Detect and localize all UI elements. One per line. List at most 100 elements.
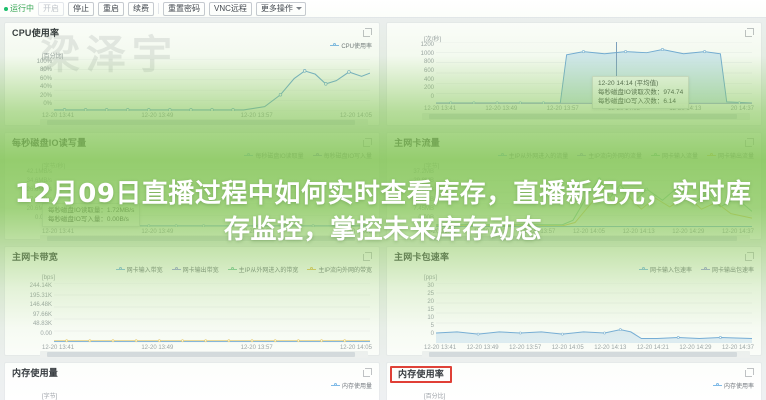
chart-row-4: 内存使用量 内存使用量 [字节] 1.7GB 1.3GB (4, 362, 762, 400)
restart-button[interactable]: 重启 (98, 1, 124, 16)
card-header: CPU使用率 (12, 28, 372, 40)
legend-item[interactable]: 每秒磁盘IO读取量 (244, 151, 304, 160)
chart-legend: 网卡输入包速率 网卡输出包速率 (394, 265, 754, 274)
chart-scrollbar[interactable] (40, 351, 368, 358)
legend-item[interactable]: 网卡输出带宽 (171, 265, 219, 274)
expand-icon[interactable] (363, 252, 372, 261)
chart-plot-area: [次/秒] 1200 1000 800 600 400 200 0 (394, 34, 754, 120)
legend-label: 内存使用量 (341, 384, 372, 390)
expand-icon[interactable] (745, 252, 754, 261)
y-tick: 100% (36, 59, 52, 65)
stop-button[interactable]: 停止 (68, 1, 94, 16)
chart-plot-area: [字节] 37.2MB 29.8MB 22.3MB 14.9MB 7.45MB … (394, 161, 754, 242)
y-axis-unit: [百分比] (424, 394, 446, 400)
tooltip-row: 每秒磁盘IO读取量：1.72MB/s (48, 207, 135, 214)
chart-scrollbar[interactable] (422, 113, 750, 120)
legend-marker-icon (706, 153, 716, 158)
y-tick: 37.2MB (413, 169, 434, 175)
legend-label: 主IP流向外网的带宽 (318, 268, 372, 274)
legend-marker-icon (577, 153, 587, 158)
card-header: 主网卡包速率 (394, 252, 754, 264)
card-header: 内存使用量 (12, 368, 372, 380)
chart-row-1: CPU使用率 CPU使用率 [百分比] 100% 80% 60% 40% (4, 22, 762, 126)
tooltip-time: 12-20 14:14 (平均值) (598, 80, 659, 87)
expand-icon[interactable] (745, 138, 754, 147)
y-axis-unit: [pps] (424, 275, 438, 281)
legend-marker-icon (330, 43, 340, 48)
renew-button[interactable]: 续费 (128, 1, 154, 16)
legend-item[interactable]: 主IP流向外网的带宽 (307, 265, 372, 274)
legend-item[interactable]: CPU使用率 (330, 41, 372, 50)
y-tick: 195.31K (29, 292, 52, 299)
legend-item[interactable]: 主IP流向外网的流量 (577, 151, 642, 160)
legend-label: 网卡输出包速率 (711, 268, 754, 274)
y-tick: 40% (39, 84, 52, 91)
legend-label: 内存使用率 (723, 384, 754, 390)
status-dot-icon (4, 6, 8, 11)
chart-scrollbar[interactable] (40, 119, 368, 126)
chart-plot-area: [百分比] 100% 80% 60% 40% 20% 0% (12, 51, 372, 126)
legend-item[interactable]: 网卡输出包速率 (700, 265, 754, 274)
card-title: 主网卡包速率 (394, 252, 450, 262)
chart-plot-area: [百分比] 100% 80% (394, 391, 754, 400)
y-axis-ticks: 100% 80% 60% 40% 20% 0% (12, 59, 52, 107)
legend-item[interactable]: 每秒磁盘IO写入量 (312, 151, 372, 160)
card-disk-io-throughput: 每秒磁盘IO读写量 每秒磁盘IO读取量 每秒磁盘IO写入量 [字节/秒] (4, 132, 380, 242)
chart-scrollbar[interactable] (40, 235, 368, 242)
card-header: 主网卡流量 (394, 138, 754, 150)
legend-marker-icon (650, 153, 660, 158)
more-actions-button[interactable]: 更多操作 (255, 1, 306, 16)
y-tick: 48.83K (32, 321, 52, 328)
expand-icon[interactable] (745, 368, 754, 377)
y-tick: 26.6MB/s (26, 187, 52, 194)
chart-legend: 主IP从外网进入的流量 主IP流向外网的流量 网卡输入流量 网卡输出流量 (394, 151, 754, 160)
expand-icon[interactable] (363, 28, 372, 37)
legend-item[interactable]: 网卡输入带宽 (115, 265, 163, 274)
legend-label: 每秒磁盘IO写入量 (323, 154, 372, 160)
y-tick: 60% (39, 75, 52, 82)
packet-rate-svg (435, 282, 753, 344)
chart-scrollbar[interactable] (422, 351, 750, 358)
legend-marker-icon (638, 267, 648, 272)
chart-scrollbar[interactable] (422, 235, 750, 242)
legend-marker-icon (244, 153, 254, 158)
vnc-remote-button[interactable]: VNC远程 (209, 1, 252, 16)
legend-item[interactable]: 网卡输出流量 (706, 151, 754, 160)
chart-canvas (436, 168, 753, 228)
chart-plot-area: [字节] 1.7GB 1.3GB (12, 391, 372, 400)
card-title: 内存使用量 (12, 368, 59, 378)
y-axis-unit: [bps] (42, 275, 56, 281)
legend-item[interactable]: 网卡输入包速率 (638, 265, 692, 274)
legend-marker-icon (712, 383, 722, 388)
y-tick: 0 (430, 331, 434, 337)
chart-plot-area: [bps] 244.14K 195.31K 146.48K 97.66K 48.… (12, 275, 372, 358)
legend-marker-icon (700, 267, 710, 272)
y-tick: 800 (423, 59, 434, 66)
chart-plot-area: [pps] 30 25 20 15 10 5 0 (394, 275, 754, 358)
legend-marker-icon (497, 153, 507, 158)
card-title: 主网卡流量 (394, 138, 441, 148)
legend-label: 主IP从外网进入的带宽 (238, 268, 299, 274)
more-actions-label: 更多操作 (260, 3, 293, 13)
legend-item[interactable]: 内存使用量 (330, 381, 372, 390)
legend-label: 主IP流向外网的流量 (588, 154, 642, 160)
legend-item[interactable]: 网卡输入流量 (650, 151, 698, 160)
legend-item[interactable]: 主IP从外网进入的流量 (497, 151, 568, 160)
y-tick: 14.9MB (413, 196, 434, 203)
expand-icon[interactable] (363, 368, 372, 377)
y-tick: 1000 (420, 50, 434, 57)
y-tick: 0 (430, 93, 434, 100)
legend-item[interactable]: 内存使用率 (712, 381, 754, 390)
expand-icon[interactable] (363, 138, 372, 147)
legend-item[interactable]: 主IP从外网进入的带宽 (227, 265, 299, 274)
instance-status-label: 运行中 (10, 4, 34, 13)
reset-password-button[interactable]: 重置密码 (163, 1, 205, 16)
card-memory-usage-rate: 内存使用率 内存使用率 [百分比] 100% 80% (386, 362, 762, 400)
nic-traffic-svg (436, 168, 753, 228)
legend-label: 网卡输入包速率 (649, 268, 692, 274)
chart-canvas (54, 58, 371, 112)
start-button[interactable]: 开启 (38, 1, 64, 16)
y-axis-unit: [字节] (42, 394, 58, 400)
legend-marker-icon (307, 267, 317, 272)
chart-tooltip: 每秒磁盘IO读取量：1.72MB/s 每秒磁盘IO写入量：0.00B/s (42, 203, 141, 227)
